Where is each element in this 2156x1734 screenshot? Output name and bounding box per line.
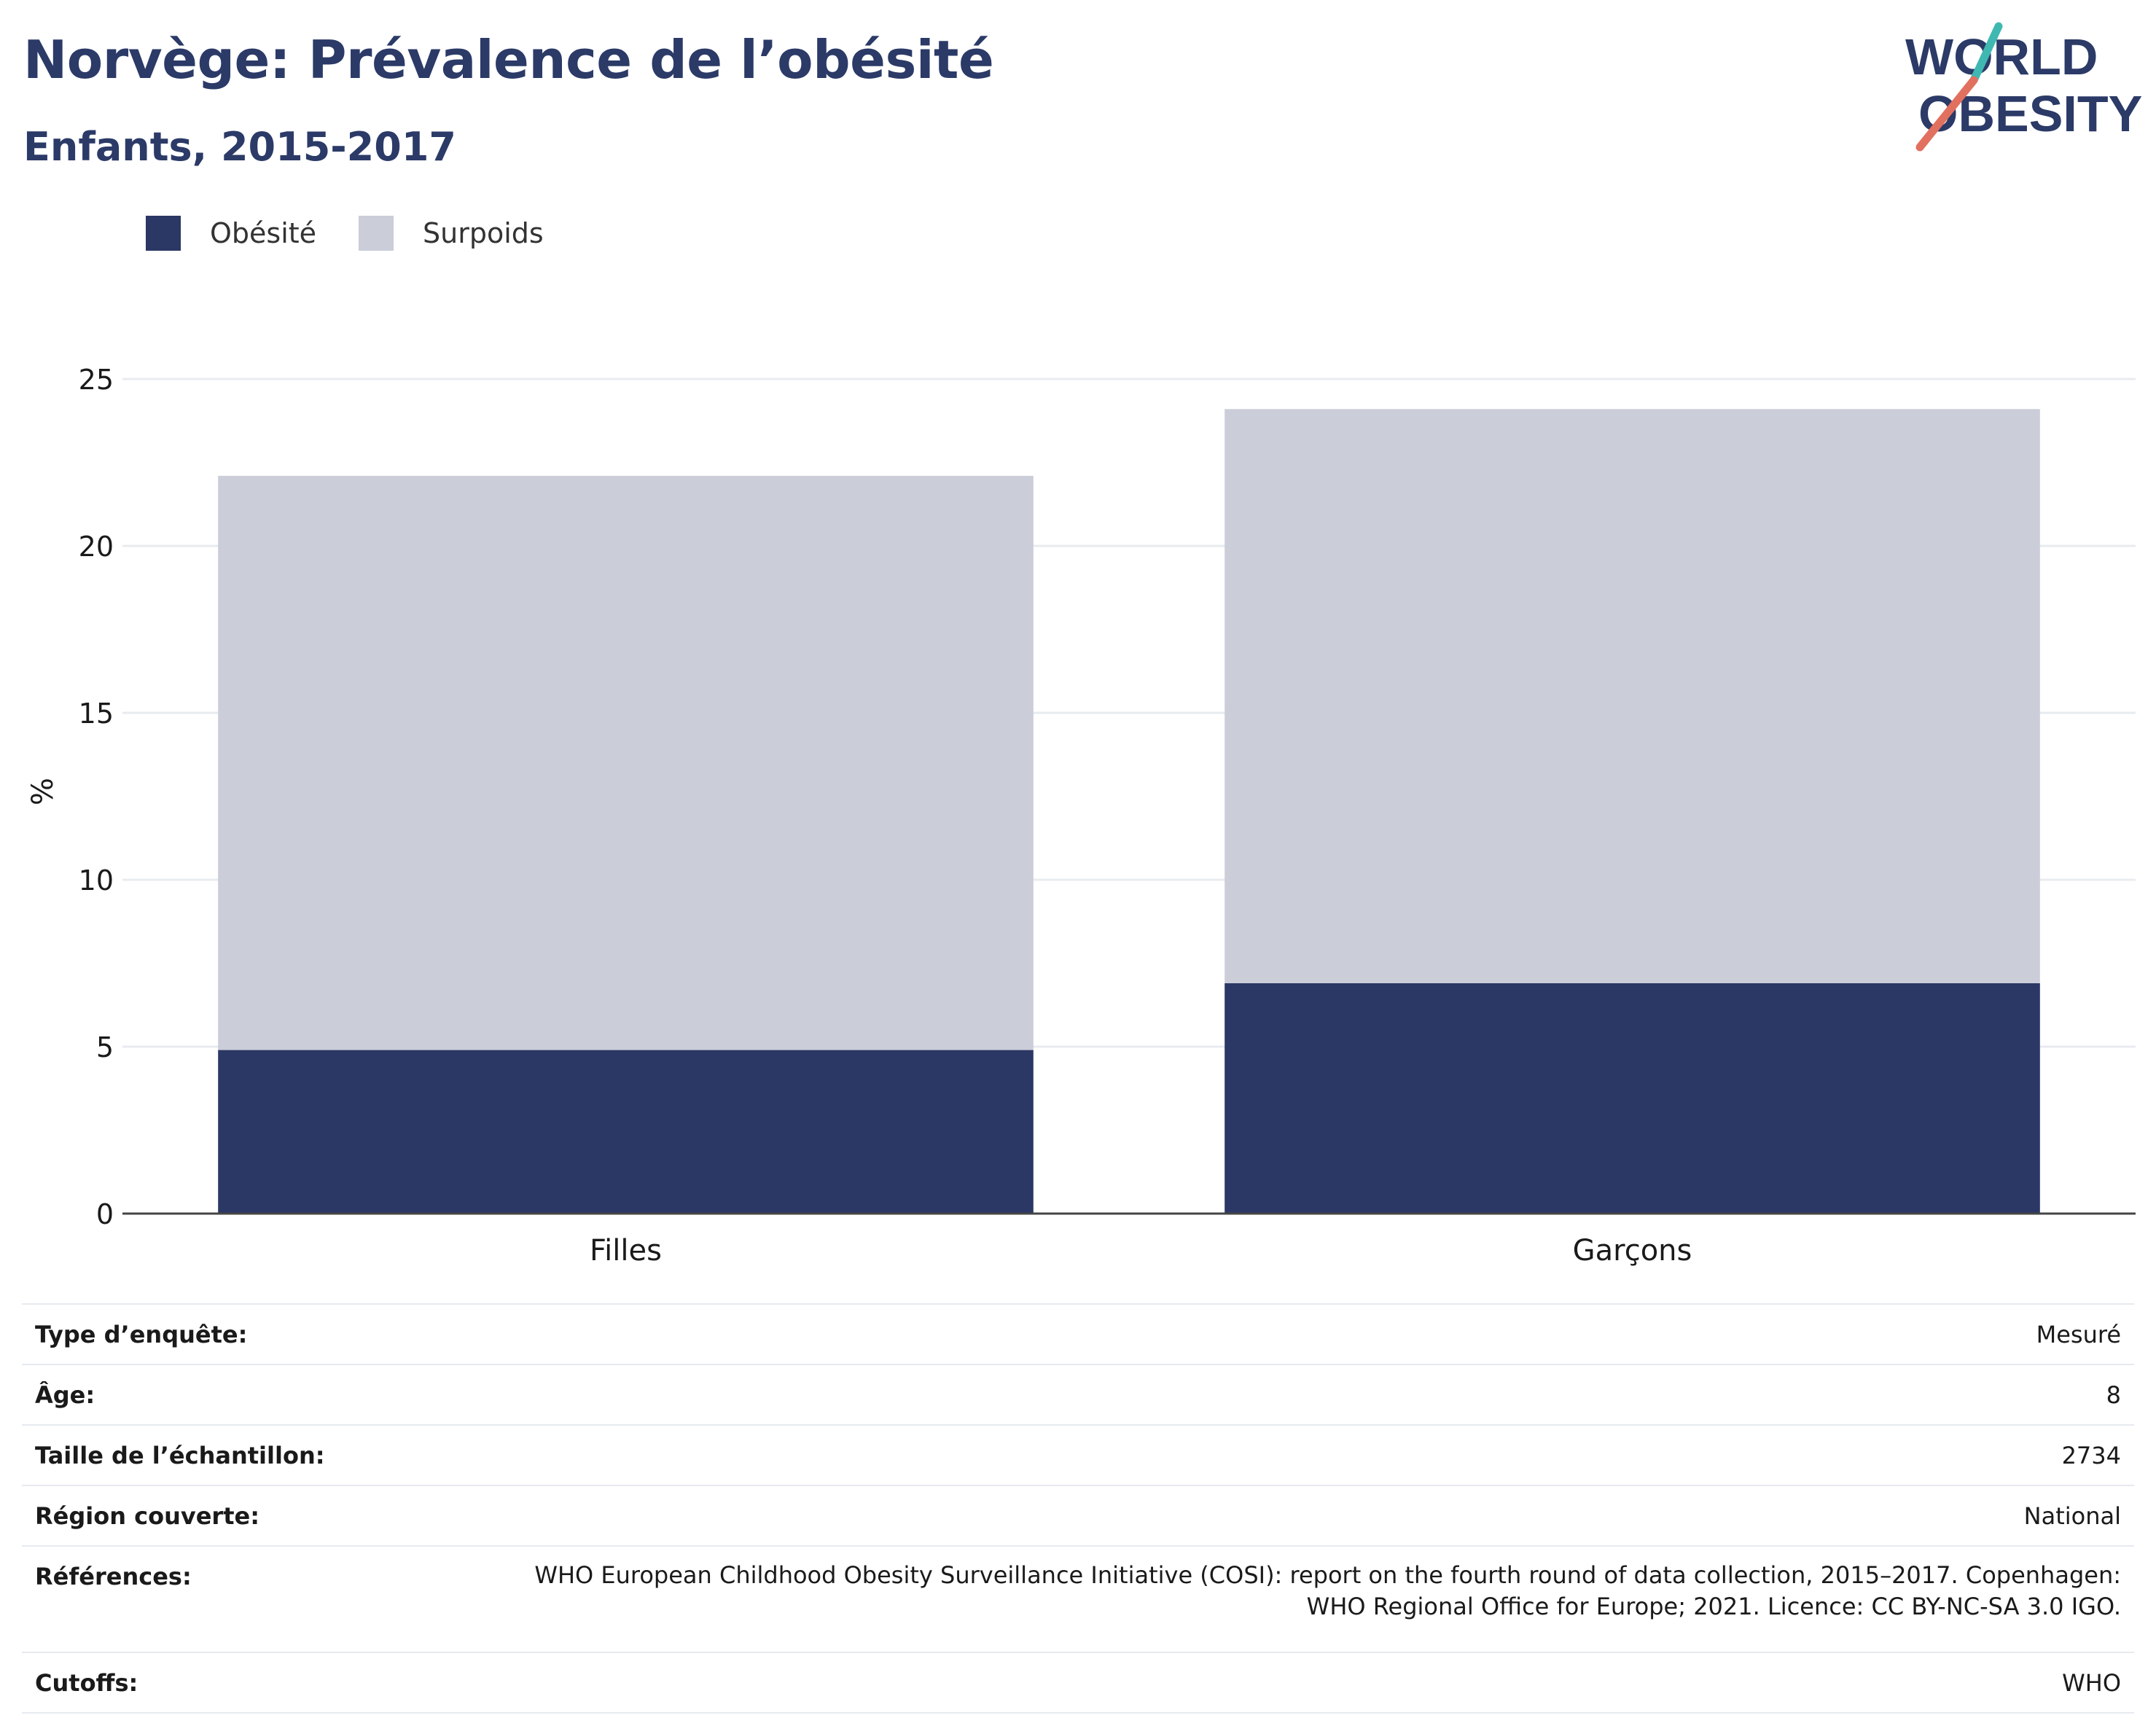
legend-label-overweight: Surpoids (423, 217, 544, 249)
info-label: Région couverte: (35, 1501, 259, 1530)
bar-overweight (1225, 409, 2040, 983)
bars (122, 409, 2136, 1215)
info-value: 8 (2106, 1380, 2121, 1409)
bar-obesity (1225, 983, 2040, 1214)
chart-subtitle: Enfants, 2015-2017 (23, 124, 456, 170)
info-row-survey-type: Type d’enquête: Mesuré (22, 1304, 2134, 1364)
x-tick-label: Garçons (1573, 1234, 1692, 1268)
info-row-age: Âge: 8 (22, 1364, 2134, 1425)
bar-overweight (218, 475, 1034, 1050)
chart-title: Norvège: Prévalence de l’obésité (23, 29, 994, 90)
legend-item-obesity: Obésité (146, 216, 316, 251)
x-tick-labels: Filles Garçons (590, 1234, 1692, 1268)
info-value: Mesuré (2036, 1320, 2121, 1348)
legend-swatch-overweight (359, 216, 394, 251)
info-row-cutoffs: Cutoffs: WHO (22, 1652, 2134, 1713)
world-obesity-logo: WORLD OBESITY (1905, 22, 2142, 152)
info-value: National (2023, 1501, 2121, 1530)
legend-swatch-obesity (146, 216, 181, 251)
info-label: Âge: (35, 1380, 95, 1409)
y-tick-label: 20 (79, 531, 114, 563)
info-row-references: Références: WHO European Childhood Obesi… (22, 1546, 2134, 1652)
y-tick-label: 10 (79, 864, 114, 897)
reference-line-2: WHO Regional Office for Europe; 2021. Li… (1306, 1593, 2121, 1620)
info-value: WHO European Childhood Obesity Surveilla… (485, 1546, 2134, 1652)
info-label: Taille de l’échantillon: (35, 1441, 325, 1469)
y-tick-label: 25 (79, 364, 114, 396)
stacked-bar-chart: 0 5 10 15 20 25 Filles Garçons % (26, 364, 2136, 1268)
x-tick-label: Filles (590, 1234, 662, 1268)
y-tick-label: 15 (79, 698, 114, 730)
info-label: Références: (35, 1563, 192, 1590)
info-label: Cutoffs: (35, 1668, 138, 1697)
chart-legend: Obésité Surpoids (146, 216, 586, 251)
bar-obesity (218, 1050, 1034, 1214)
info-value: WHO (2062, 1668, 2121, 1697)
y-tick-labels: 0 5 10 15 20 25 (79, 364, 114, 1230)
info-label: Type d’enquête: (35, 1320, 248, 1348)
svg-text:WORLD: WORLD (1905, 28, 2098, 85)
info-row-sample-size: Taille de l’échantillon: 2734 (22, 1425, 2134, 1485)
y-tick-label: 5 (96, 1031, 114, 1063)
y-axis-label: % (26, 778, 60, 805)
legend-item-overweight: Surpoids (359, 216, 544, 251)
y-tick-label: 0 (96, 1198, 114, 1230)
legend-label-obesity: Obésité (210, 217, 317, 249)
survey-info-table: Type d’enquête: Mesuré Âge: 8 Taille de … (22, 1303, 2134, 1714)
info-row-region: Région couverte: National (22, 1485, 2134, 1546)
reference-line-1: WHO European Childhood Obesity Surveilla… (534, 1561, 2121, 1589)
info-value: 2734 (2061, 1441, 2121, 1469)
svg-text:OBESITY: OBESITY (1918, 85, 2142, 142)
